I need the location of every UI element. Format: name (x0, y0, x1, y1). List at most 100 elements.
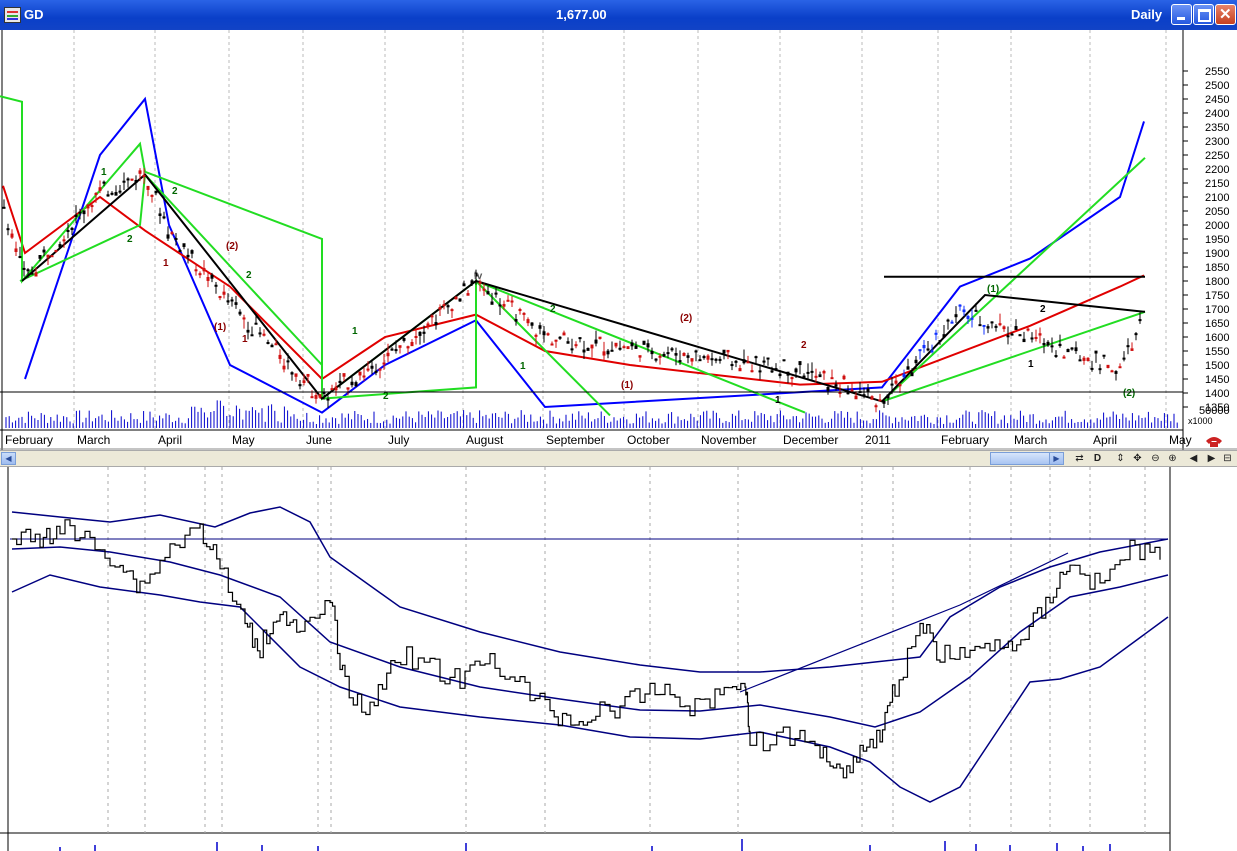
scroll-left-icon[interactable]: ◀ (1189, 453, 1198, 464)
candle-body (150, 194, 154, 197)
vertical-arrows-icon[interactable]: ⇕ (1116, 453, 1125, 464)
phone-icon[interactable] (1206, 437, 1222, 447)
zoom-out-icon[interactable]: ⊖ (1151, 453, 1160, 464)
candle-body (1002, 326, 1006, 330)
candle-body (506, 299, 510, 302)
candle-body (674, 353, 678, 356)
candle-body (750, 370, 754, 373)
candle-body (14, 248, 18, 252)
month-label: December (783, 433, 838, 447)
candle-body (566, 341, 570, 344)
candle-body (102, 181, 106, 184)
split-icon[interactable]: ⊟ (1223, 453, 1232, 464)
candle-body (1082, 357, 1086, 361)
candle-body (782, 359, 786, 362)
candle-body (262, 333, 266, 336)
candle-body (510, 300, 514, 303)
candle-body (914, 359, 918, 364)
lower-band-line (11, 574, 1169, 803)
candle-body (470, 280, 474, 284)
chart-scrollbar[interactable]: ◀ ▶ ⇄ D ⇕ ✥ ⊖ ⊕ ◀ ▶ ⊟ (0, 450, 1237, 467)
candle-body (570, 348, 574, 351)
candle-body (650, 350, 654, 355)
candle-body (1026, 328, 1030, 331)
scroll-right-icon[interactable]: ▶ (1207, 453, 1216, 464)
indicator-chart[interactable] (0, 467, 1237, 851)
zoom-in-icon[interactable]: ⊕ (1168, 453, 1177, 464)
symbol-label: GD (24, 7, 44, 22)
upper-band-line (24, 96, 1145, 414)
candle-body (418, 331, 422, 336)
redraw-icon[interactable]: ⇄ (1075, 453, 1084, 464)
candle-body (618, 347, 622, 350)
candle-body (1130, 348, 1134, 351)
wave-label: 1 (163, 258, 169, 269)
candle-body (766, 357, 770, 360)
candle-body (22, 267, 26, 270)
candle-body (722, 349, 726, 354)
minimize-button[interactable] (1171, 4, 1192, 25)
candle-body (694, 350, 698, 353)
candle-body (670, 348, 674, 351)
candle-body (666, 352, 670, 355)
wave-label: iv (474, 271, 483, 282)
candle-body (58, 244, 62, 248)
candle-body (1126, 345, 1130, 348)
minimize-icon (1177, 17, 1185, 20)
candle-body (234, 302, 238, 305)
scroll-left-arrow[interactable]: ◀ (1, 452, 16, 465)
candle-body (1114, 371, 1118, 374)
candle-body (874, 405, 878, 408)
d-icon[interactable]: D (1093, 453, 1102, 464)
candle-body (1086, 357, 1090, 362)
candle-body (1034, 336, 1038, 339)
candle-body (474, 272, 478, 277)
upper-band-line (11, 506, 1169, 673)
candle-body (146, 185, 150, 190)
candle-body (254, 322, 258, 325)
y-tick-label: 2550 (1205, 66, 1229, 78)
candle-body (894, 380, 898, 384)
y-tick-label: 1750 (1205, 290, 1229, 302)
candle-body (358, 371, 362, 376)
candle-body (186, 254, 190, 258)
candle-body (550, 343, 554, 346)
candle-body (642, 340, 646, 345)
maximize-button[interactable] (1193, 4, 1214, 25)
scroll-right-arrow[interactable]: ▶ (1049, 452, 1064, 465)
candle-body (546, 333, 550, 336)
candle-body (294, 373, 298, 377)
candle-body (1094, 350, 1098, 354)
candle-body (590, 344, 594, 349)
price-overlays (0, 95, 1146, 417)
candle-body (910, 372, 914, 377)
candle-body (1098, 368, 1102, 371)
candle-body (326, 398, 330, 401)
candle-body (274, 343, 278, 346)
candle-body (698, 359, 702, 362)
candle-body (318, 394, 322, 398)
indicator-price-steps (12, 519, 1161, 779)
close-button[interactable]: ✕ (1215, 4, 1236, 25)
month-label: July (388, 433, 409, 447)
move-icon[interactable]: ✥ (1133, 453, 1142, 464)
candle-body (574, 344, 578, 347)
candle-body (478, 281, 482, 284)
candle-body (62, 239, 66, 242)
candle-body (366, 368, 370, 371)
y-tick-label: 1450 (1205, 374, 1229, 386)
candle-body (990, 321, 994, 324)
mid-band-line (11, 546, 1169, 728)
candle-body (462, 283, 466, 287)
candle-body (714, 358, 718, 361)
channel-line (19, 174, 146, 282)
candle-body (662, 353, 666, 357)
close-icon: ✕ (1219, 6, 1232, 23)
candle-body (126, 178, 130, 181)
candle-body (934, 332, 938, 335)
candle-body (1046, 341, 1050, 346)
month-label: 2011 (865, 433, 891, 447)
month-label: April (158, 433, 182, 447)
candle-body (178, 250, 182, 253)
